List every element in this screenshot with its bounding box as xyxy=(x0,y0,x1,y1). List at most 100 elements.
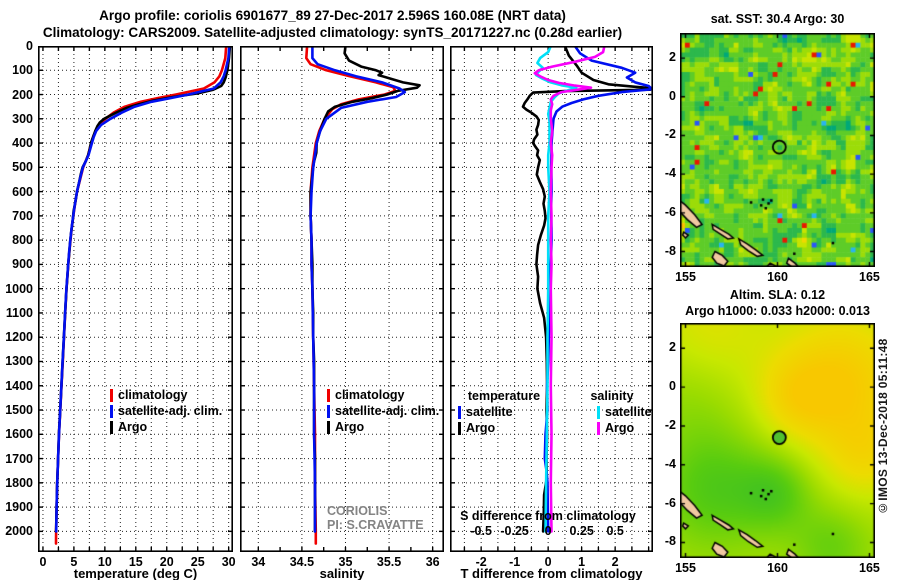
x-tick-label: 34.5 xyxy=(289,555,315,569)
x-tick-label: 0 xyxy=(544,555,552,569)
x-tick-label: 15 xyxy=(128,555,143,569)
x-tick-label: 5 xyxy=(70,555,78,569)
map-y-tick-label: -4 xyxy=(664,456,676,471)
map-y-tick-label: 0 xyxy=(669,88,676,103)
legend-group-title-temperature: temperature xyxy=(467,389,541,403)
depth-tick-label: 300 xyxy=(12,111,33,126)
depth-tick-label: 900 xyxy=(12,257,33,272)
sst-map xyxy=(680,33,875,267)
s-axis-tick-label: 0.5 xyxy=(606,524,624,538)
legend-item-temperature-satellite: satellite xyxy=(458,405,513,419)
sst-map-title: sat. SST: 30.4 Argo: 30 xyxy=(710,12,845,26)
salinity-axis-label: salinity xyxy=(319,566,365,580)
figure-title: Argo profile: coriolis 6901677_89 27-Dec… xyxy=(99,8,566,23)
legend-label: satellite-adj. clim. xyxy=(118,404,223,418)
x-tick-label: 10 xyxy=(97,555,112,569)
map-y-tick-label: -6 xyxy=(664,204,676,219)
map-x-tick-label: 165 xyxy=(859,561,880,575)
depth-tick-label: 1000 xyxy=(5,281,33,296)
t-difference-axis-label: T difference from climatology xyxy=(460,566,643,580)
depth-tick-label: 1900 xyxy=(5,500,33,515)
depth-tick-label: 700 xyxy=(12,208,33,223)
map-y-tick-label: -2 xyxy=(664,127,676,142)
difference-profile-plot xyxy=(450,46,653,552)
x-tick-label: -2 xyxy=(475,555,487,569)
map-y-tick-label: -8 xyxy=(664,534,676,549)
temperature-profile-panel xyxy=(38,46,233,552)
legend-item-satellite-adj--clim-: satellite-adj. clim. xyxy=(110,404,222,418)
map-y-tick-label: -4 xyxy=(664,166,676,181)
x-tick-label: 35 xyxy=(338,555,353,569)
legend-label: Argo xyxy=(605,421,635,435)
salinity-profile-plot xyxy=(240,46,444,552)
map-x-tick-label: 155 xyxy=(675,561,696,575)
coriolis-credit-line2: PI: S.CRAVATTE xyxy=(327,518,424,532)
x-tick-label: -1 xyxy=(509,555,521,569)
depth-tick-label: 500 xyxy=(12,160,33,175)
legend-group-title-salinity: salinity xyxy=(590,389,634,403)
temperature-profile-plot xyxy=(38,46,233,552)
legend-color-bar xyxy=(597,421,600,435)
s-axis-tick-label: -0.25 xyxy=(500,524,529,538)
figure-subtitle: Climatology: CARS2009. Satellite-adjuste… xyxy=(42,25,623,40)
depth-tick-label: 1500 xyxy=(5,403,33,418)
legend-color-bar xyxy=(458,405,461,419)
map-x-tick-label: 160 xyxy=(767,270,788,284)
legend-color-bar xyxy=(458,421,461,435)
legend-label: climatology xyxy=(335,388,405,402)
imos-watermark: ©IMOS 13-Dec-2018 05:11:48 xyxy=(876,338,890,516)
depth-tick-label: 800 xyxy=(12,233,33,248)
legend-item-salinity-satellite: satellite xyxy=(597,405,652,419)
depth-tick-label: 1600 xyxy=(5,427,33,442)
depth-tick-label: 1300 xyxy=(5,354,33,369)
legend-label: Argo xyxy=(466,421,496,435)
depth-tick-label: 100 xyxy=(12,63,33,78)
legend-label: satellite xyxy=(605,405,652,419)
map-y-tick-label: -2 xyxy=(664,417,676,432)
legend-item-salinity-argo: Argo xyxy=(597,421,634,435)
map-x-tick-label: 160 xyxy=(767,561,788,575)
map-x-tick-label: 165 xyxy=(859,270,880,284)
depth-tick-label: 200 xyxy=(12,87,33,102)
s-axis-tick-label: 0.25 xyxy=(569,524,594,538)
legend-item-temperature-argo: Argo xyxy=(458,421,495,435)
map-y-tick-label: -6 xyxy=(664,495,676,510)
map-y-tick-label: 2 xyxy=(669,50,676,65)
legend-color-bar xyxy=(597,405,600,419)
salinity-profile-panel xyxy=(240,46,444,552)
depth-tick-label: 0 xyxy=(26,39,33,53)
sla-map-title-line1: Altim. SLA: 0.12 xyxy=(729,288,826,302)
legend-label: Argo xyxy=(335,420,365,434)
legend-label: climatology xyxy=(118,388,188,402)
s-axis-tick-label: -0.5 xyxy=(470,524,492,538)
legend-label: satellite xyxy=(466,405,513,419)
s-axis-tick-label: 0 xyxy=(544,524,552,538)
x-tick-label: 20 xyxy=(159,555,174,569)
salinity-profile-series-climatology xyxy=(305,46,397,545)
map-y-tick-label: 2 xyxy=(669,340,676,355)
legend-item-satellite-adj--clim-: satellite-adj. clim. xyxy=(327,404,439,418)
depth-tick-label: 1200 xyxy=(5,330,33,345)
legend-item-argo: Argo xyxy=(110,420,147,434)
map-y-tick-label: -8 xyxy=(664,243,676,258)
temperature-profile-series-climatology xyxy=(54,46,228,545)
legend-item-climatology: climatology xyxy=(110,388,187,402)
legend-color-bar xyxy=(327,420,330,434)
x-tick-label: 25 xyxy=(190,555,205,569)
legend-color-bar xyxy=(327,388,330,402)
map-y-tick-label: 0 xyxy=(669,379,676,394)
x-tick-label: 1 xyxy=(578,555,586,569)
x-tick-label: 30 xyxy=(221,555,236,569)
x-tick-label: 36 xyxy=(425,555,440,569)
legend-item-argo: Argo xyxy=(327,420,364,434)
temperature-axis-label: temperature (deg C) xyxy=(73,566,198,580)
difference-profile-panel xyxy=(450,46,653,552)
temperature-profile-series-satellite-adj. clim. xyxy=(54,46,231,533)
depth-tick-label: 600 xyxy=(12,184,33,199)
depth-tick-label: 1800 xyxy=(5,475,33,490)
legend-item-climatology: climatology xyxy=(327,388,404,402)
s-difference-axis-label: S difference from climatology xyxy=(460,509,636,523)
legend-color-bar xyxy=(110,404,113,418)
map-x-tick-label: 155 xyxy=(675,270,696,284)
